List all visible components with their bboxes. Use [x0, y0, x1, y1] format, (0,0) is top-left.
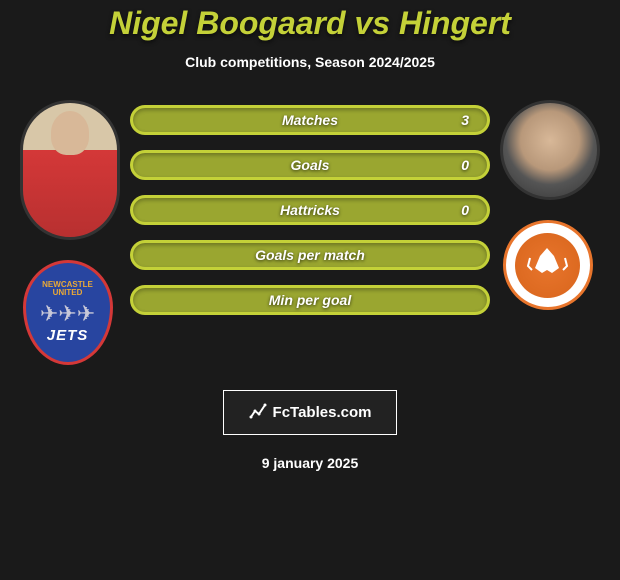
stat-value-matches-right: 3: [461, 112, 469, 128]
jets-badge-logo-icon: ✈✈✈: [40, 301, 95, 327]
brand-chart-icon: [249, 401, 267, 424]
jets-badge-shape: NEWCASTLE UNITED ✈✈✈ JETS: [23, 260, 113, 365]
stat-label-matches: Matches: [282, 112, 338, 128]
subtitle: Club competitions, Season 2024/2025: [185, 54, 435, 70]
jets-badge-main-text: JETS: [47, 327, 89, 344]
stat-label-goals: Goals: [291, 157, 330, 173]
player-left-portrait: [20, 100, 120, 240]
stats-column: Matches 3 Goals 0 Hattricks 0 Goals per …: [130, 100, 490, 315]
player-left-column: NEWCASTLE UNITED ✈✈✈ JETS: [10, 100, 130, 360]
player-left-head-shape: [51, 111, 89, 155]
team-left-badge: NEWCASTLE UNITED ✈✈✈ JETS: [23, 260, 118, 360]
date-text: 9 january 2025: [262, 455, 359, 471]
jets-badge-top-text: NEWCASTLE UNITED: [42, 281, 93, 297]
stat-value-goals-right: 0: [461, 157, 469, 173]
brisbane-lion-icon: [520, 238, 575, 293]
page-title: Nigel Boogaard vs Hingert: [109, 5, 511, 42]
main-container: Nigel Boogaard vs Hingert Club competiti…: [0, 0, 620, 580]
stat-label-gpm: Goals per match: [255, 247, 365, 263]
stat-bar-mpg: Min per goal: [130, 285, 490, 315]
brand-footer[interactable]: FcTables.com: [223, 390, 398, 435]
stat-label-mpg: Min per goal: [269, 292, 351, 308]
brisbane-badge-shape: [503, 220, 593, 310]
player-right-portrait: [500, 100, 600, 200]
brisbane-badge-inner-icon: [515, 233, 580, 298]
brand-text: FcTables.com: [273, 404, 372, 421]
stat-bar-hattricks: Hattricks 0: [130, 195, 490, 225]
stat-value-hattricks-right: 0: [461, 202, 469, 218]
player-right-column: [490, 100, 610, 320]
stat-bar-matches: Matches 3: [130, 105, 490, 135]
main-content: NEWCASTLE UNITED ✈✈✈ JETS Matches 3 Goal…: [0, 100, 620, 360]
stat-bar-gpm: Goals per match: [130, 240, 490, 270]
team-right-badge: [503, 220, 598, 320]
stat-label-hattricks: Hattricks: [280, 202, 340, 218]
stat-bar-goals: Goals 0: [130, 150, 490, 180]
